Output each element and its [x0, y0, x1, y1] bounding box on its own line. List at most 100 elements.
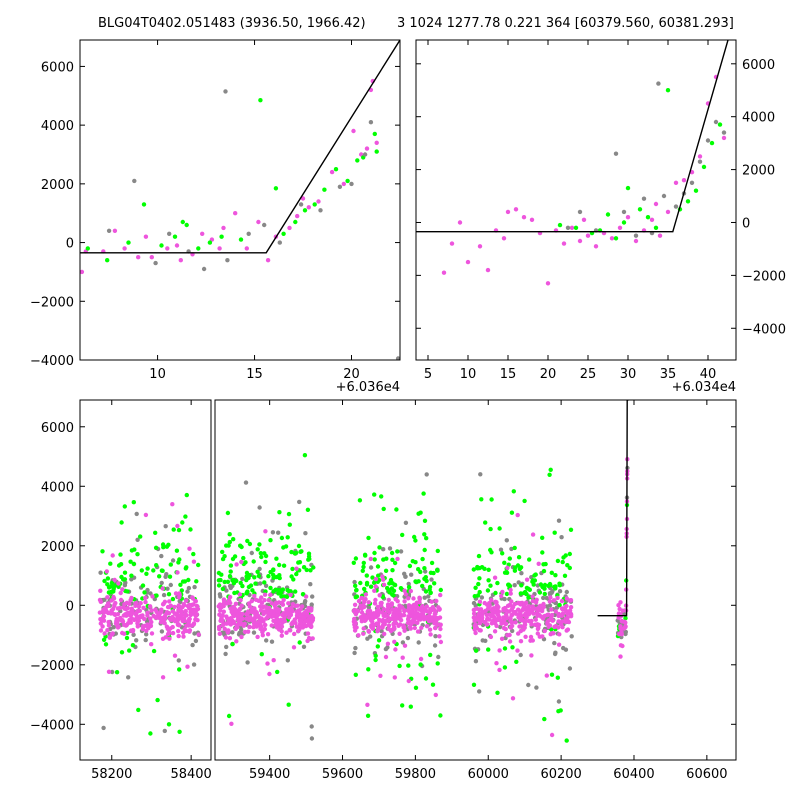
data-point-green	[135, 552, 140, 557]
data-point-magenta	[228, 600, 233, 606]
data-point-magenta	[499, 636, 505, 641]
data-point-green	[273, 186, 279, 191]
data-point-magenta	[97, 610, 103, 615]
data-point-gray	[190, 642, 195, 648]
data-point-magenta	[416, 617, 422, 622]
data-point-magenta	[249, 606, 254, 611]
data-point-green	[222, 579, 227, 585]
data-point-green	[557, 583, 562, 588]
data-point-magenta	[262, 604, 267, 609]
data-point-magenta	[438, 592, 443, 598]
data-point-green	[423, 575, 428, 580]
data-point-magenta	[302, 610, 307, 616]
data-point-gray	[245, 660, 250, 665]
data-point-green	[116, 584, 121, 589]
data-point-magenta	[361, 604, 367, 610]
data-point-magenta	[563, 619, 568, 624]
data-point-green	[103, 642, 109, 647]
data-point-green	[311, 565, 316, 570]
data-point-gray	[310, 594, 315, 599]
data-point-green	[495, 580, 500, 586]
data-point-green	[354, 594, 360, 599]
data-point-green	[141, 202, 147, 207]
data-point-gray	[362, 152, 368, 157]
data-point-green	[105, 258, 110, 263]
data-point-gray	[512, 583, 517, 588]
data-point-gray	[633, 233, 639, 238]
data-point-green	[122, 570, 128, 575]
data-point-gray	[426, 594, 431, 599]
data-point-magenta	[361, 613, 366, 618]
data-point-green	[279, 535, 285, 541]
data-point-magenta	[549, 732, 555, 738]
data-point-green	[114, 670, 120, 675]
data-point-magenta	[105, 628, 110, 633]
data-point-magenta	[500, 589, 505, 595]
data-point-magenta	[290, 602, 296, 607]
y-tick-label: −4000	[742, 322, 786, 337]
data-point-magenta	[231, 605, 236, 611]
data-point-magenta	[497, 615, 502, 620]
data-point-green	[108, 589, 114, 595]
data-point-green	[391, 593, 396, 598]
data-point-magenta	[368, 556, 373, 562]
data-point-green	[130, 643, 136, 648]
data-point-magenta	[392, 620, 398, 625]
data-point-magenta	[100, 624, 105, 629]
data-point-green	[255, 569, 260, 574]
data-point-magenta	[396, 623, 401, 628]
data-point-magenta	[381, 607, 386, 612]
data-point-green	[475, 566, 480, 571]
data-point-green	[172, 234, 178, 239]
data-point-magenta	[618, 600, 623, 605]
data-point-magenta	[533, 617, 538, 622]
data-point-magenta	[372, 613, 377, 618]
data-point-green	[174, 548, 180, 553]
data-point-magenta	[541, 601, 546, 607]
data-point-magenta	[183, 609, 188, 614]
data-point-magenta	[259, 595, 264, 600]
data-point-green	[228, 569, 233, 574]
data-point-magenta	[234, 639, 239, 644]
data-point-magenta	[516, 631, 521, 636]
data-point-magenta	[415, 620, 420, 625]
data-point-magenta	[112, 228, 118, 233]
data-point-magenta	[490, 607, 495, 612]
data-point-green	[364, 580, 370, 586]
data-point-green	[119, 520, 124, 525]
data-point-gray	[185, 589, 190, 594]
data-point-magenta	[393, 607, 398, 612]
data-point-magenta	[227, 594, 233, 600]
data-point-green	[275, 669, 280, 675]
data-point-magenta	[673, 180, 679, 185]
data-point-magenta	[473, 624, 479, 629]
data-point-magenta	[170, 502, 175, 507]
data-point-magenta	[174, 243, 180, 248]
data-point-green	[518, 565, 524, 570]
data-point-green	[301, 565, 307, 570]
data-point-magenta	[239, 559, 244, 565]
data-point-magenta	[186, 623, 191, 628]
data-point-green	[410, 559, 415, 564]
y-tick-label: 2000	[41, 540, 74, 555]
data-point-magenta	[508, 603, 513, 608]
data-point-magenta	[237, 606, 242, 612]
data-point-green	[471, 567, 476, 572]
data-point-green	[266, 574, 271, 579]
data-point-magenta	[251, 621, 257, 626]
data-point-green	[394, 507, 399, 512]
data-point-green	[251, 559, 256, 564]
data-point-magenta	[415, 629, 421, 634]
data-point-magenta	[138, 601, 143, 606]
data-point-magenta	[530, 638, 535, 643]
data-point-green	[472, 594, 477, 599]
data-point-magenta	[133, 601, 138, 606]
data-point-magenta	[187, 616, 192, 622]
data-point-green	[366, 535, 371, 541]
data-point-magenta	[258, 608, 264, 613]
data-point-gray	[131, 632, 136, 637]
data-point-magenta	[286, 609, 291, 614]
data-point-magenta	[97, 597, 103, 603]
data-point-green	[263, 559, 268, 565]
data-point-magenta	[653, 201, 659, 207]
